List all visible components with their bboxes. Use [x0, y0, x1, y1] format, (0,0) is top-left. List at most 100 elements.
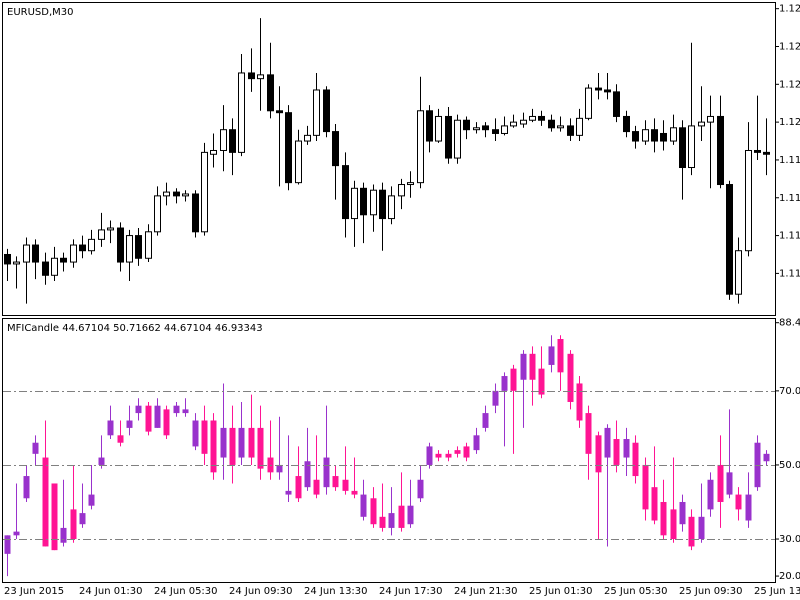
candle-body [557, 339, 564, 373]
candle-body [642, 129, 649, 142]
candle-body [388, 195, 395, 220]
candle-body [688, 125, 695, 169]
candle-body [79, 244, 86, 252]
candle-body [398, 505, 405, 528]
candle-body [529, 115, 536, 121]
candle-body [276, 110, 283, 114]
candle-body [4, 253, 11, 265]
candle-body [585, 413, 592, 454]
candle-body [98, 229, 105, 240]
candle-body [735, 494, 742, 510]
candle-body [173, 405, 180, 414]
candle-body [276, 464, 283, 473]
candle-body [398, 184, 405, 197]
candle-body [285, 490, 292, 495]
candle-body [548, 346, 555, 365]
candle-body [23, 476, 30, 499]
candle-body [154, 195, 161, 233]
indicator-title: MFICandle 44.67104 50.71662 44.67104 46.… [7, 323, 263, 334]
x-tick-label: 24 Jun 13:30 [304, 586, 368, 597]
candle-body [501, 125, 508, 134]
candle-body [426, 110, 433, 142]
candle-body [679, 501, 686, 525]
candle-body [698, 516, 705, 540]
price-panel-frame [2, 2, 776, 316]
candle-body [632, 131, 639, 142]
candle-body [163, 191, 170, 197]
candle-body [220, 129, 227, 151]
candle-body [313, 479, 320, 495]
candle-body [688, 516, 695, 547]
candle-body [623, 439, 630, 458]
candle-body [435, 453, 442, 458]
candle-body [304, 461, 311, 488]
candle-body [267, 74, 274, 112]
candle-body [417, 479, 424, 499]
candle-body [660, 132, 667, 142]
candle-body [726, 472, 733, 495]
candle-body [763, 453, 770, 462]
candle-body [173, 191, 180, 197]
y-tick-label: 1.12 [779, 41, 800, 52]
indicator-panel-frame [2, 318, 776, 583]
candle-body [117, 227, 124, 263]
candle-body [379, 189, 386, 220]
price-title: EURUSD,M30 [7, 7, 73, 18]
candle-body [538, 368, 545, 395]
candle-body [238, 427, 245, 458]
candle-body [595, 435, 602, 473]
candle-body [210, 149, 217, 155]
candle-body [567, 125, 574, 136]
candle-body [201, 151, 208, 233]
candle-body [229, 129, 236, 153]
candle-body [4, 535, 11, 554]
candle-body [342, 165, 349, 220]
x-tick-label: 24 Jun 05:30 [154, 586, 218, 597]
candle-body [135, 235, 142, 259]
candle-body [548, 119, 555, 129]
candle-body [613, 91, 620, 117]
candle-body [332, 131, 339, 167]
y-tick-label: 88.4 [779, 318, 800, 329]
candle-body [567, 353, 574, 402]
candle-body [98, 457, 105, 465]
candle-body [492, 390, 499, 406]
candle-body [492, 129, 499, 134]
candle-body [145, 405, 152, 432]
y-tick-label: 1.11 [779, 268, 800, 279]
candle-body [445, 453, 452, 458]
candle-body [295, 140, 302, 184]
candle-body [623, 115, 630, 133]
candle-body [13, 261, 20, 265]
candle-body [670, 127, 677, 142]
candle-body [248, 427, 255, 458]
candle-body [463, 446, 470, 458]
candle-body [126, 420, 133, 428]
candle-body [754, 442, 761, 488]
candle-body [126, 235, 133, 263]
candle-body [42, 261, 49, 276]
candle-body [717, 464, 724, 502]
candle-body [604, 427, 611, 458]
candle-body [220, 427, 227, 458]
candle-body [670, 509, 677, 540]
candle-body [267, 457, 274, 473]
candle-body [557, 125, 564, 129]
candle-body [501, 376, 508, 391]
candle-body [182, 409, 189, 414]
candle-body [454, 119, 461, 159]
candle-body [613, 439, 620, 465]
candle-body [482, 125, 489, 131]
candle-body [463, 119, 470, 131]
candle-body [642, 464, 649, 510]
candle-body [70, 509, 77, 540]
candle-body [135, 405, 142, 414]
candle-body [342, 479, 349, 491]
candle-body [351, 187, 358, 220]
candle-body [210, 420, 217, 473]
candle-body [585, 87, 592, 119]
candle-body [651, 487, 658, 521]
y-tick-label: 70.0 [779, 386, 800, 397]
